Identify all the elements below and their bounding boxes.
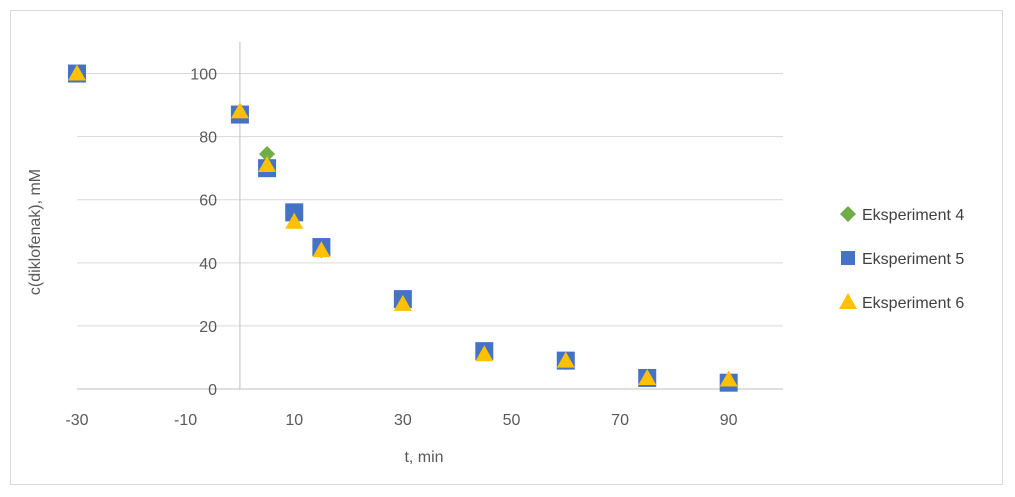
- legend-marker-3: [839, 293, 857, 309]
- x-axis-title: t, min: [404, 449, 443, 466]
- y-axis-title: c(diklofenak), mM: [27, 169, 44, 295]
- data-points: [68, 64, 738, 392]
- x-tick-10: 10: [285, 412, 303, 429]
- point-triangle-3-1: [230, 102, 249, 119]
- legend-label-1: Eksperiment 4: [862, 207, 964, 224]
- point-triangle-3-3: [285, 212, 304, 229]
- chart-frame: [10, 10, 1003, 485]
- point-triangle-3-9: [719, 370, 738, 387]
- y-tick-80: 80: [199, 130, 217, 147]
- point-square-2-3: [285, 203, 304, 222]
- point-triangle-3-5: [393, 294, 412, 311]
- point-triangle-3-6: [475, 345, 494, 362]
- y-tick-100: 100: [190, 67, 217, 84]
- legend-marker-1: [840, 206, 856, 222]
- y-tick-60: 60: [199, 193, 217, 210]
- x-tick-50: 50: [503, 412, 521, 429]
- gridlines: [77, 73, 783, 327]
- x-tick-70: 70: [611, 412, 629, 429]
- legend-marker-2: [841, 251, 855, 265]
- x-tick-30: 30: [394, 412, 412, 429]
- point-triangle-3-8: [638, 368, 657, 385]
- point-triangle-3-2: [258, 156, 277, 173]
- legend-label-3: Eksperiment 6: [862, 295, 964, 312]
- legend: Eksperiment 4 Eksperiment 5 Eksperiment 6: [839, 206, 964, 312]
- legend-label-2: Eksperiment 5: [862, 251, 964, 268]
- y-tick-40: 40: [199, 256, 217, 273]
- point-triangle-3-4: [312, 241, 331, 258]
- y-tick-20: 20: [199, 319, 217, 336]
- x-tick--10: -10: [174, 412, 197, 429]
- x-tick-90: 90: [720, 412, 738, 429]
- point-triangle-3-7: [556, 351, 575, 368]
- y-tick-0: 0: [208, 382, 217, 399]
- point-triangle-3-0: [68, 64, 86, 81]
- axes: [77, 42, 783, 390]
- point-diamond-1-2: [259, 145, 276, 162]
- x-tick--30: -30: [65, 412, 88, 429]
- x-tick-labels: -30 -10 10 30 50 70 90: [65, 412, 737, 429]
- y-tick-labels: 0 20 40 60 80 100: [190, 67, 217, 399]
